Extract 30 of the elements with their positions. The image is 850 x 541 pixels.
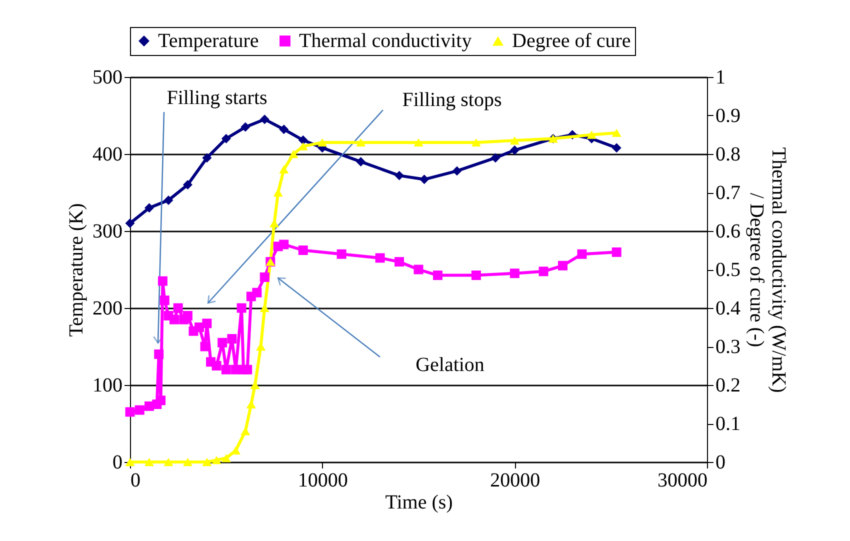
- legend-label: Degree of cure: [512, 30, 631, 52]
- y-tick-label: 200: [92, 298, 122, 320]
- y2-tick-label: 0.4: [716, 298, 740, 320]
- y-axis-title: Temperature (K): [66, 203, 88, 337]
- y2-tick-label: 0.9: [716, 105, 740, 127]
- x-tick-label: 30000: [658, 470, 708, 492]
- legend-label: Temperature: [158, 30, 259, 52]
- y2-axis-title: Thermal conductivity (W/mK) / Degree of cure (-): [746, 147, 790, 393]
- y-tick-label: 500: [92, 66, 122, 88]
- y2-tick-label: 1: [716, 66, 726, 88]
- y2-tick-label: 0.2: [716, 374, 740, 396]
- y2-tick-label: 0.8: [716, 144, 740, 166]
- y-tick-label: 100: [92, 374, 122, 396]
- annotation: Filling stops: [402, 89, 502, 111]
- y-tick-label: 400: [92, 144, 122, 166]
- x-axis-title: Time (s): [385, 492, 453, 514]
- annotation: Gelation: [416, 354, 484, 376]
- y2-tick-label: 0: [716, 452, 726, 474]
- y2-tick-label: 0.1: [716, 413, 740, 435]
- y2-tick-label: 0.5: [716, 259, 740, 281]
- y-tick-label: 0: [112, 452, 122, 474]
- annotation: Filling starts: [166, 87, 268, 109]
- legend-label: Thermal conductivity: [299, 30, 472, 52]
- x-tick-label: 10000: [298, 470, 348, 492]
- y2-tick-label: 0.7: [716, 182, 740, 204]
- y2-tick-label: 0.6: [716, 220, 740, 242]
- y2-tick-label: 0.3: [716, 336, 740, 358]
- x-tick-label: 20000: [490, 470, 540, 492]
- y-tick-label: 300: [92, 220, 122, 242]
- x-tick-label: 0: [130, 470, 140, 492]
